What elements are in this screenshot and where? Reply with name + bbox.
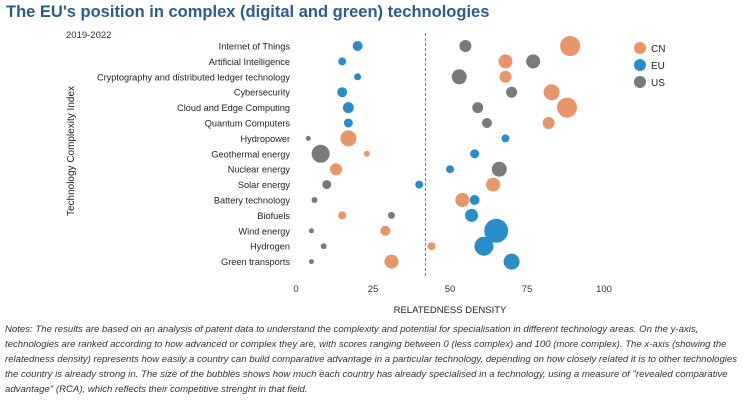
y-category-label: Solar energy <box>238 180 290 190</box>
bubble-eu <box>470 149 480 159</box>
bubble-us <box>311 144 330 163</box>
y-category-label: Wind energy <box>238 226 290 236</box>
bubble-us <box>459 40 472 52</box>
bubble-cn <box>498 54 513 69</box>
y-category-label: Nuclear energy <box>228 165 291 175</box>
y-category-label: Cloud and Edge Computing <box>177 103 290 113</box>
bubble-us <box>320 243 327 250</box>
x-tick-label: 25 <box>368 284 379 295</box>
bubble-us <box>308 228 314 234</box>
y-category-label: Geothermal energy <box>211 149 290 159</box>
bubble-eu <box>469 195 480 205</box>
bubble-us <box>308 259 314 265</box>
bubble-eu <box>338 57 347 66</box>
notes-text: Notes: The results are based on an analy… <box>5 324 738 395</box>
x-tick-label: 100 <box>596 284 612 295</box>
bubble-eu <box>343 118 353 128</box>
y-category-label: Biofuels <box>257 211 290 221</box>
y-category-label: Hydrogen <box>250 242 290 252</box>
bubble-us <box>526 54 541 69</box>
y-category-label: Artificial Intelligence <box>209 57 290 67</box>
bubble-us <box>305 135 311 141</box>
bubble-eu <box>501 134 510 143</box>
bubble-us <box>491 161 507 177</box>
y-category-label: Quantum Computers <box>205 119 291 129</box>
x-tick-label: 75 <box>522 284 533 295</box>
y-category-label: Cryptography and distributed ledger tech… <box>97 72 290 82</box>
bubble-us <box>311 197 318 203</box>
legend-label-cn: CN <box>651 44 665 55</box>
bubble-eu <box>503 253 520 270</box>
y-category-label: Green transports <box>221 257 290 267</box>
period-label: 2019-2022 <box>66 30 112 41</box>
x-tick-label: 50 <box>445 284 456 295</box>
bubble-cn <box>455 193 470 207</box>
y-category-label: Internet of Things <box>219 42 291 52</box>
y-category-label: Cybersecurity <box>234 88 291 98</box>
y-axis-label: Technology Complexity Index <box>66 86 77 216</box>
bubble-cn <box>340 130 357 147</box>
bubble-us <box>387 211 395 219</box>
bubble-us <box>451 69 467 85</box>
bubble-cn <box>338 211 347 220</box>
bubble-eu <box>465 208 479 222</box>
bubble-us <box>322 180 332 190</box>
bubble-us <box>472 102 484 114</box>
legend-marker-us <box>634 76 646 88</box>
legend-label-us: US <box>651 78 665 89</box>
bubble-eu <box>352 41 363 51</box>
bubble-cn <box>380 225 391 236</box>
bubble-cn <box>499 70 512 83</box>
legend-marker-cn <box>634 42 646 54</box>
bubble-cn <box>542 117 555 129</box>
bubble-eu <box>484 218 509 243</box>
bubble-us <box>506 86 518 98</box>
bubble-eu <box>337 87 348 98</box>
bubble-eu <box>342 102 354 114</box>
bubble-cn <box>486 177 501 192</box>
bubble-cn <box>557 97 578 118</box>
legend-label-eu: EU <box>651 61 665 72</box>
bubble-cn <box>330 163 343 176</box>
bubble-eu <box>415 180 424 189</box>
bubble-us <box>481 118 492 128</box>
x-tick-label: 0 <box>293 284 298 295</box>
bubble-eu <box>474 236 494 256</box>
bubble-cn <box>560 36 581 56</box>
bubble-eu <box>446 165 454 174</box>
bubble-cn <box>363 150 370 157</box>
chart-title: The EU's position in complex (digital an… <box>6 3 490 21</box>
y-category-label: Battery technology <box>214 196 291 206</box>
y-category-label: Hydropower <box>240 134 290 144</box>
bubble-chart: Technology Complexity Index RELATEDNESS … <box>66 33 665 316</box>
legend-marker-eu <box>634 59 646 71</box>
bubble-cn <box>427 242 436 251</box>
x-axis-label: RELATEDNESS DENSITY <box>394 305 507 316</box>
bubble-cn <box>543 84 560 101</box>
bubble-cn <box>384 254 399 269</box>
bubble-eu <box>354 73 362 81</box>
